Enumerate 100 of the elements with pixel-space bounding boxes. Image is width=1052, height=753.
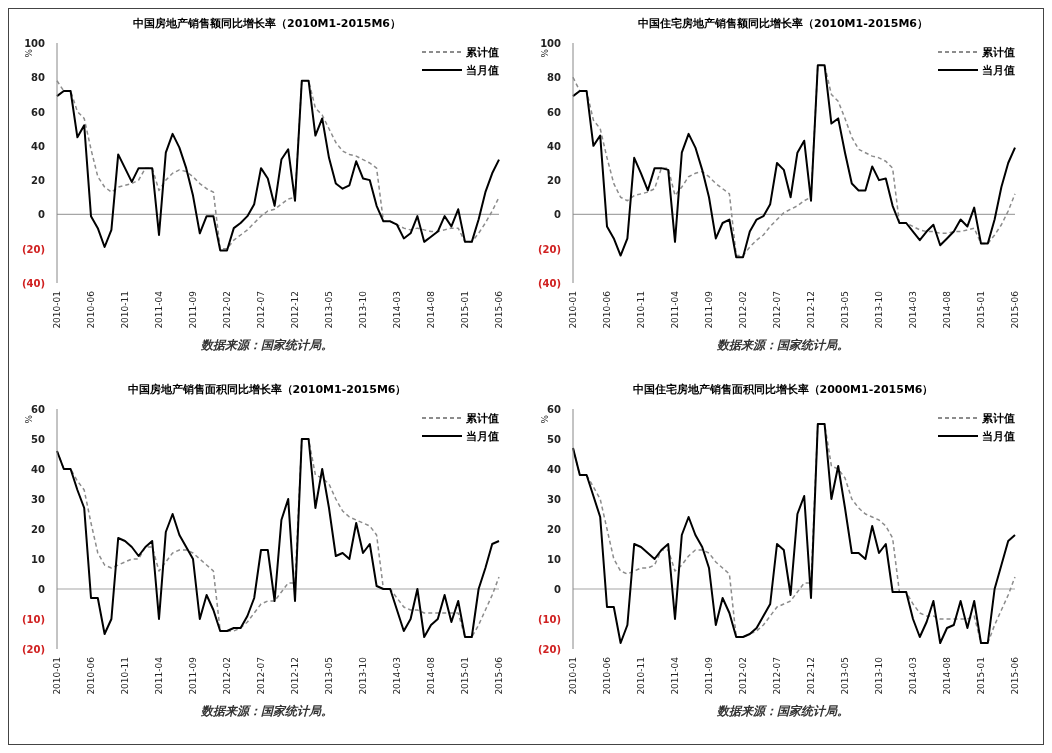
x-tick-label: 2015-06 [494, 290, 504, 329]
x-tick-label: 2012-12 [806, 657, 816, 695]
x-tick-label: 2015-01 [460, 657, 470, 695]
x-tick-label: 2011-04 [154, 290, 164, 329]
chart-title: 中国房地产销售面积同比增长率（2010M1-2015M6） [126, 382, 408, 398]
legend-label: 累计值 [466, 44, 499, 60]
x-tick-label: 2015-01 [460, 291, 470, 329]
x-tick-label: 2013-10 [358, 656, 368, 695]
x-tick-label: 2010-06 [86, 656, 96, 695]
y-tick-label: (40) [21, 278, 45, 289]
legend-label: 当月值 [982, 62, 1015, 78]
x-tick-label: 2012-07 [256, 657, 266, 695]
legend-label: 累计值 [982, 410, 1015, 426]
chart-title: 中国住宅房地产销售额同比增长率（2010M1-2015M6） [637, 16, 929, 32]
y-tick-label: 20 [547, 524, 562, 535]
y-tick-label: 100 [540, 38, 562, 49]
y-tick-label: (10) [21, 614, 45, 625]
y-tick-label: 20 [547, 175, 562, 187]
x-tick-label: 2011-04 [670, 656, 680, 695]
x-tick-label: 2014-03 [908, 291, 918, 329]
x-tick-label: 2015-06 [494, 656, 504, 695]
x-tick-label: 2012-07 [772, 657, 782, 695]
y-tick-label: 60 [31, 404, 46, 415]
y-axis-title: % [538, 49, 549, 58]
y-tick-label: 0 [38, 209, 46, 221]
x-tick-label: 2010-06 [602, 656, 612, 695]
x-tick-label: 2013-05 [324, 657, 334, 695]
legend-label: 累计值 [466, 410, 499, 426]
source-note: 数据来源：国家统计局。 [716, 337, 850, 354]
x-tick-label: 2015-06 [1010, 656, 1020, 695]
x-tick-label: 2015-01 [976, 657, 986, 695]
x-tick-label: 2012-02 [222, 291, 232, 329]
y-tick-label: 100 [24, 38, 46, 49]
y-tick-label: 10 [31, 554, 46, 565]
y-tick-label: 60 [547, 404, 562, 415]
x-tick-label: 2010-01 [52, 291, 62, 329]
x-tick-label: 2015-06 [1010, 290, 1020, 329]
y-tick-label: 20 [31, 175, 46, 187]
x-tick-label: 2015-01 [976, 291, 986, 329]
x-tick-label: 2012-02 [738, 657, 748, 695]
y-tick-label: (20) [537, 644, 561, 655]
y-axis-title: % [22, 49, 33, 58]
x-tick-label: 2011-04 [154, 656, 164, 695]
x-tick-label: 2014-03 [908, 657, 918, 695]
y-tick-label: 30 [547, 494, 562, 505]
y-tick-label: 40 [31, 464, 46, 475]
y-tick-label: 80 [547, 72, 562, 84]
y-tick-label: 60 [547, 106, 562, 118]
x-tick-label: 2012-02 [738, 291, 748, 329]
x-tick-label: 2010-01 [52, 657, 62, 695]
x-tick-label: 2013-05 [840, 657, 850, 695]
y-tick-label: 0 [38, 584, 46, 595]
x-tick-label: 2010-11 [120, 657, 130, 695]
x-tick-label: 2014-08 [942, 290, 952, 329]
legend-label: 当月值 [982, 428, 1015, 444]
legend-label: 当月值 [466, 428, 499, 444]
x-tick-label: 2010-06 [86, 290, 96, 329]
y-tick-label: (20) [21, 243, 45, 255]
x-tick-label: 2010-01 [568, 291, 578, 329]
x-tick-label: 2010-11 [636, 291, 646, 329]
x-tick-label: 2013-10 [874, 656, 884, 695]
x-tick-label: 2014-03 [392, 657, 402, 695]
y-tick-label: 0 [554, 209, 562, 221]
x-tick-label: 2011-04 [670, 290, 680, 329]
x-tick-label: 2010-11 [636, 657, 646, 695]
y-tick-label: 0 [554, 584, 562, 595]
x-tick-label: 2014-08 [942, 656, 952, 695]
source-note: 数据来源：国家统计局。 [200, 337, 334, 354]
y-tick-label: (10) [537, 614, 561, 625]
y-tick-label: 30 [31, 494, 46, 505]
x-tick-label: 2013-05 [840, 291, 850, 329]
y-tick-label: 50 [31, 434, 46, 445]
y-tick-label: (40) [537, 278, 561, 289]
x-tick-label: 2014-08 [426, 656, 436, 695]
x-tick-label: 2013-10 [358, 290, 368, 329]
y-tick-label: (20) [537, 243, 561, 255]
x-tick-label: 2013-05 [324, 291, 334, 329]
y-tick-label: 80 [31, 72, 46, 84]
y-tick-label: 60 [31, 106, 46, 118]
y-tick-label: 20 [31, 524, 46, 535]
x-tick-label: 2012-12 [290, 291, 300, 329]
x-tick-label: 2012-12 [806, 291, 816, 329]
x-tick-label: 2013-10 [874, 290, 884, 329]
x-tick-label: 2010-01 [568, 657, 578, 695]
chart-title: 中国房地产销售额同比增长率（2010M1-2015M6） [132, 16, 402, 32]
x-tick-label: 2012-02 [222, 657, 232, 695]
x-tick-label: 2012-07 [256, 291, 266, 329]
x-tick-label: 2010-11 [120, 291, 130, 329]
y-axis-title: % [538, 415, 549, 424]
y-tick-label: 40 [547, 140, 562, 152]
legend-label: 当月值 [466, 62, 499, 78]
x-tick-label: 2011-09 [188, 656, 198, 695]
y-axis-title: % [22, 415, 33, 424]
source-note: 数据来源：国家统计局。 [200, 703, 334, 720]
x-tick-label: 2011-09 [704, 656, 714, 695]
x-tick-label: 2014-03 [392, 291, 402, 329]
chart-title: 中国住宅房地产销售面积同比增长率（2000M1-2015M6） [631, 382, 935, 398]
x-tick-label: 2011-09 [704, 290, 714, 329]
x-tick-label: 2012-07 [772, 291, 782, 329]
y-tick-label: 40 [31, 140, 46, 152]
